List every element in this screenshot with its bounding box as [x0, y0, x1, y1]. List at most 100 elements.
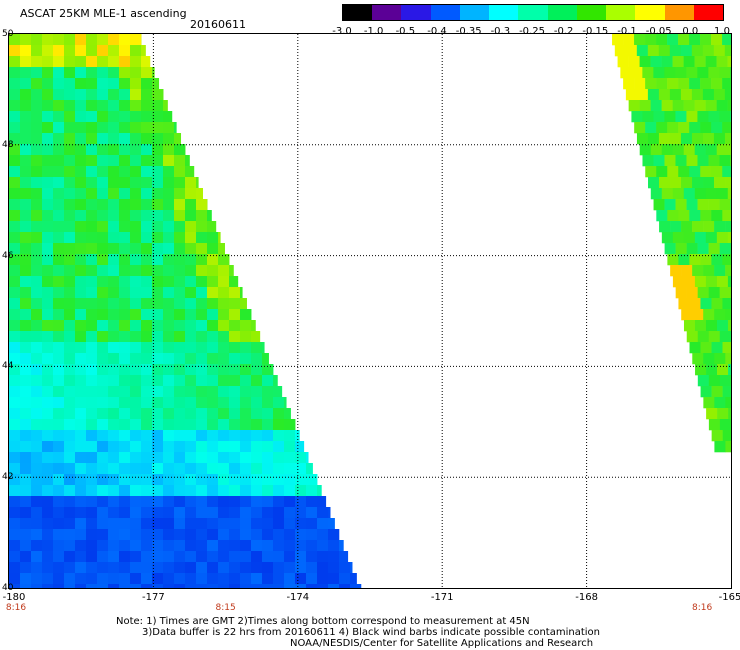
swath-cell	[240, 309, 252, 321]
swath-cell	[152, 188, 164, 200]
swath-cell	[108, 408, 120, 420]
swath-cell	[229, 298, 241, 310]
swath-cell	[185, 353, 197, 365]
swath-cell	[53, 584, 65, 588]
swath-cell	[75, 551, 87, 563]
swath-cell	[196, 573, 208, 585]
swath-cell	[86, 496, 98, 508]
swath-cell	[163, 452, 175, 464]
swath-cell	[689, 34, 701, 46]
swath-cell	[152, 375, 164, 387]
swath-cell	[119, 144, 131, 156]
swath-cell	[20, 320, 32, 332]
swath-cell	[64, 496, 76, 508]
swath-cell	[75, 364, 87, 376]
swath-cell	[119, 507, 131, 519]
swath-cell	[9, 353, 21, 365]
swath-cell	[251, 342, 263, 354]
swath-cell	[53, 111, 65, 123]
swath-cell	[273, 408, 285, 420]
color-scale-label: -0.05	[645, 26, 672, 37]
swath-cell	[273, 518, 285, 530]
swath-cell	[306, 562, 318, 574]
swath-cell	[9, 166, 21, 178]
swath-cell	[229, 507, 241, 519]
color-scale-label: -1.0	[363, 26, 384, 37]
swath-cell	[229, 573, 241, 585]
swath-cell	[218, 408, 230, 420]
swath-cell	[9, 67, 21, 79]
color-scale-segment	[635, 5, 666, 20]
swath-cell	[706, 364, 718, 376]
swath-cell	[702, 133, 715, 145]
swath-cell	[97, 188, 109, 200]
swath-cell	[64, 133, 76, 145]
swath-cell	[163, 166, 175, 178]
swath-cell	[647, 45, 660, 57]
swath-cell	[64, 419, 76, 431]
swath-cell	[240, 320, 252, 332]
swath-cell	[339, 562, 351, 574]
swath-cell	[163, 353, 175, 365]
swath-cell	[42, 221, 54, 233]
swath-cell	[174, 265, 186, 277]
swath-cell	[31, 496, 43, 508]
swath-cell	[42, 232, 54, 244]
swath-cell	[152, 276, 164, 288]
swath-cell	[31, 188, 43, 200]
swath-cell	[284, 474, 296, 486]
swath-cell	[53, 419, 65, 431]
swath-cell	[692, 221, 704, 233]
swath-cell	[262, 485, 274, 497]
swath-cell	[31, 463, 43, 475]
swath-cell	[20, 540, 32, 552]
swath-cell	[97, 573, 109, 585]
swath-cell	[647, 133, 660, 145]
swath-cell	[130, 397, 142, 409]
swath-cell	[42, 397, 54, 409]
swath-cell	[42, 353, 54, 365]
swath-cell	[141, 111, 153, 123]
swath-cell	[251, 518, 263, 530]
swath-cell	[97, 78, 109, 90]
swath-cell	[75, 100, 87, 112]
swath-cell	[700, 122, 712, 134]
swath-cell	[97, 320, 109, 332]
swath-cell	[185, 287, 197, 299]
swath-cell	[97, 177, 109, 189]
swath-cell	[284, 584, 296, 588]
swath-cell	[141, 188, 153, 200]
swath-cell	[42, 210, 54, 222]
swath-cell	[53, 210, 65, 222]
swath-cell	[119, 375, 131, 387]
swath-cell	[97, 353, 109, 365]
swath-cell	[725, 221, 731, 233]
swath-cell	[64, 474, 76, 486]
swath-cell	[31, 45, 43, 57]
swath-cell	[306, 540, 318, 552]
swath-cell	[31, 298, 43, 310]
swath-cell	[64, 67, 76, 79]
swath-cell	[163, 573, 175, 585]
swath-cell	[163, 122, 175, 134]
swath-cell	[53, 298, 65, 310]
swath-cell	[229, 430, 241, 442]
swath-cell	[163, 408, 175, 420]
swath-cell	[207, 485, 219, 497]
swath-cell	[163, 155, 175, 167]
swath-cell	[20, 397, 32, 409]
swath-cell	[141, 485, 153, 497]
swath-cell	[86, 397, 98, 409]
swath-cell	[667, 254, 679, 266]
swath-cell	[174, 298, 186, 310]
swath-cell	[53, 364, 65, 376]
swath-cell	[42, 584, 54, 588]
swath-cell	[75, 408, 87, 420]
swath-cell	[678, 78, 690, 90]
swath-cell	[703, 397, 715, 409]
swath-cell	[650, 56, 662, 68]
swath-cell	[86, 188, 98, 200]
swath-cell	[152, 408, 164, 420]
swath-cell	[141, 496, 153, 508]
swath-cell	[97, 276, 109, 288]
